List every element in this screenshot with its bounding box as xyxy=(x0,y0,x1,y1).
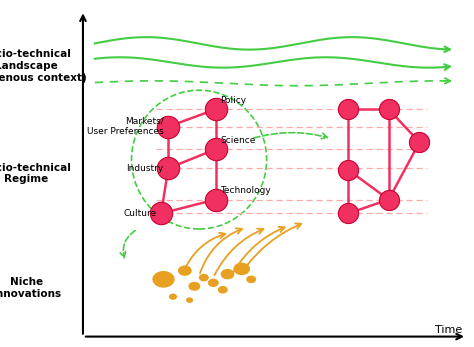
Circle shape xyxy=(234,263,249,274)
Text: Technology: Technology xyxy=(220,186,271,195)
Text: Policy: Policy xyxy=(220,96,246,105)
Text: Socio-technical
Landscape
(exogenous context): Socio-technical Landscape (exogenous con… xyxy=(0,49,87,83)
Point xyxy=(345,107,352,112)
Circle shape xyxy=(189,282,200,290)
Text: Culture: Culture xyxy=(123,209,156,218)
Circle shape xyxy=(170,294,176,299)
Point xyxy=(345,167,352,173)
Circle shape xyxy=(219,287,227,293)
Point xyxy=(345,211,352,216)
Circle shape xyxy=(200,274,208,281)
Point xyxy=(416,139,423,145)
Text: Industry: Industry xyxy=(126,164,164,173)
Point xyxy=(164,124,172,129)
Circle shape xyxy=(179,266,191,275)
Text: Niche
Innovations: Niche Innovations xyxy=(0,277,61,299)
Text: Time: Time xyxy=(435,325,462,335)
Circle shape xyxy=(247,276,255,282)
Point xyxy=(157,211,165,216)
Circle shape xyxy=(221,270,234,279)
Point xyxy=(212,146,219,152)
Point xyxy=(212,197,219,202)
Point xyxy=(385,107,392,112)
Circle shape xyxy=(187,298,192,302)
Text: Markets/
User Preferences: Markets/ User Preferences xyxy=(87,117,164,136)
Text: Science: Science xyxy=(220,136,256,145)
Point xyxy=(164,166,172,171)
Circle shape xyxy=(153,272,174,287)
Point xyxy=(212,107,219,112)
Circle shape xyxy=(209,279,218,286)
Point xyxy=(385,197,392,202)
Text: Socio-technical
Regime: Socio-technical Regime xyxy=(0,163,71,184)
